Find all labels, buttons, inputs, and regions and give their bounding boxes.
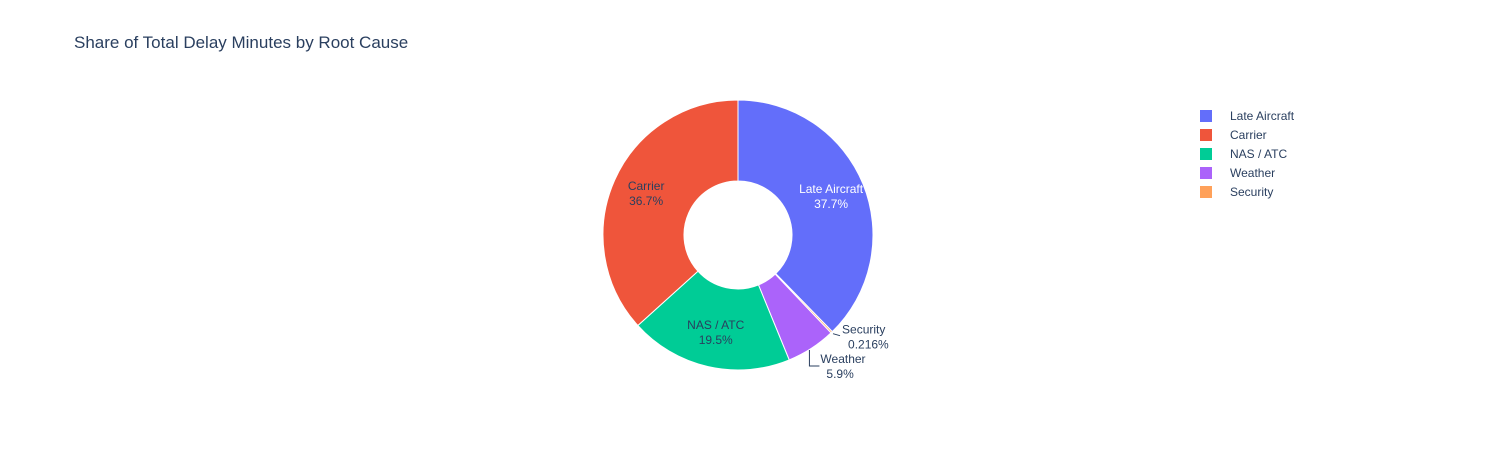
legend-swatch xyxy=(1200,109,1212,122)
legend-label: NAS / ATC xyxy=(1230,146,1288,161)
legend-item-carrier[interactable]: Carrier xyxy=(1200,125,1294,144)
legend: Late Aircraft Carrier NAS / ATC Weather Secu… xyxy=(1200,106,1294,201)
legend-label: Carrier xyxy=(1230,127,1267,142)
legend-label: Weather xyxy=(1230,165,1276,180)
leader-line-weather xyxy=(808,350,820,367)
legend-item-nas-atc[interactable]: NAS / ATC xyxy=(1200,144,1294,163)
slice-label-late-aircraft: Late Aircraft 37.7% xyxy=(799,182,864,211)
slice-label-nas-atc: NAS / ATC 19.5% xyxy=(687,318,744,347)
slice-label-security: Security 0.216% xyxy=(842,323,889,352)
slice-nas-atc[interactable] xyxy=(637,270,790,371)
legend-item-late-aircraft[interactable]: Late Aircraft xyxy=(1200,106,1294,125)
chart-title: Share of Total Delay Minutes by Root Cau… xyxy=(74,33,409,52)
legend-swatch xyxy=(1200,128,1212,141)
legend-label: Late Aircraft xyxy=(1230,108,1295,123)
slice-carrier[interactable] xyxy=(602,99,739,327)
leader-line-security xyxy=(832,333,841,337)
slice-late-aircraft[interactable] xyxy=(737,99,874,333)
legend-item-weather[interactable]: Weather xyxy=(1200,163,1294,182)
slice-label-carrier: Carrier 36.7% xyxy=(628,179,665,208)
legend-item-security[interactable]: Security xyxy=(1200,182,1294,201)
legend-label: Security xyxy=(1230,184,1274,199)
legend-swatch xyxy=(1200,185,1212,198)
legend-swatch xyxy=(1200,147,1212,160)
legend-swatch xyxy=(1200,166,1212,179)
slice-label-weather: Weather 5.9% xyxy=(820,352,865,381)
